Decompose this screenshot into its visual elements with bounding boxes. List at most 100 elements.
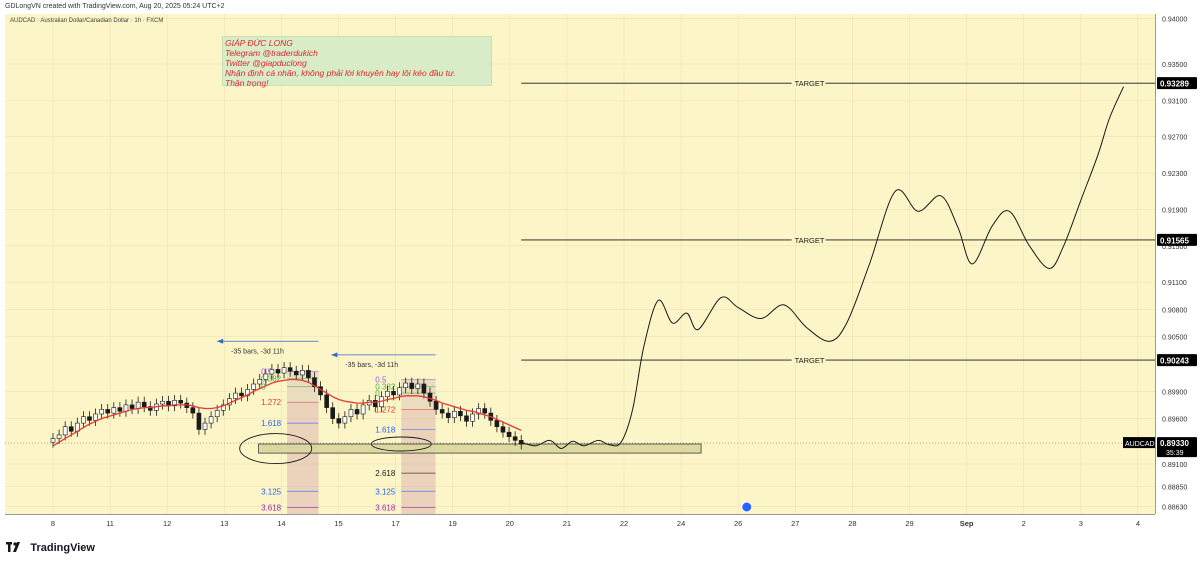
- candle-body-47: [336, 418, 342, 424]
- date-tick-18: 3: [1079, 519, 1083, 528]
- date-tick-4: 14: [277, 519, 285, 528]
- candle-body-35: [263, 373, 269, 380]
- candle-body-70: [476, 408, 481, 415]
- price-axis[interactable]: 0.94000 0.93500 0.93100 0.92700 0.92300 0.919…: [1155, 14, 1200, 514]
- candle-body-67: [458, 410, 463, 417]
- date-tick-16: Sep: [960, 519, 974, 528]
- candle-body-74: [500, 426, 506, 433]
- candle-body-58: [403, 382, 408, 388]
- price-label-bg-2: [1157, 233, 1197, 246]
- candle-body-30: [233, 392, 238, 399]
- fib-level-label-1-7: 3.618: [261, 504, 282, 513]
- price-tick-3: 0.92700: [1162, 135, 1187, 142]
- candle-body-75: [506, 431, 512, 438]
- date-tick-19: 4: [1136, 519, 1140, 528]
- note-line-caution: Thận trọng!: [225, 78, 269, 88]
- candle-body-31: [239, 392, 244, 397]
- candle-body-23: [190, 407, 196, 414]
- price-tick-14: 0.88630: [1162, 505, 1187, 512]
- target-label-bg-2: [791, 234, 826, 245]
- date-tick-7: 19: [449, 519, 457, 528]
- projection-path[interactable]: [521, 86, 1125, 449]
- target-label-bg-3: [791, 355, 826, 366]
- date-tick-13: 27: [791, 519, 799, 528]
- time-axis[interactable]: 8 11 12 13 14 15 17 19 20 21 22 24 26 27 28 29 Sep 2 3 4: [5, 514, 1155, 531]
- demand-zone-box[interactable]: [258, 443, 702, 454]
- price-tick-1: 0.93500: [1162, 62, 1187, 69]
- price-label-1: 0.93289: [1160, 80, 1189, 89]
- created-by-text: GDLongVN created with TradingView.com, A…: [5, 3, 225, 10]
- candle-body-15: [141, 401, 147, 408]
- date-tick-8: 20: [506, 519, 514, 528]
- fib-arrow-head-1: [217, 338, 224, 344]
- candle-body-36: [269, 369, 275, 375]
- candle-body-33: [251, 383, 256, 390]
- candle-body-55: [385, 390, 390, 398]
- candle-body-73: [494, 420, 500, 428]
- date-tick-14: 28: [848, 519, 856, 528]
- price-tick-5: 0.91900: [1162, 207, 1187, 214]
- price-axis-labels: 0.94000 0.93500 0.93100 0.92700 0.92300 0.919…: [1157, 17, 1197, 512]
- candle-body-46: [330, 407, 336, 419]
- fib-level-label-2-2: 0: [375, 389, 380, 398]
- note-line-disclaimer: Nhận định cá nhân, không phải lời khuyên…: [225, 68, 456, 78]
- price-tick-6: 0.91500: [1162, 244, 1187, 251]
- candle-body-24: [196, 412, 202, 430]
- fib-level-label-2-4: 1.618: [375, 425, 396, 434]
- candle-body-57: [397, 387, 402, 396]
- highlight-ellipse-1[interactable]: [239, 433, 313, 464]
- economic-event-icon[interactable]: [741, 501, 753, 513]
- candle-body-59: [409, 382, 415, 389]
- fib-caption-1: -35 bars, -3d 11h: [231, 348, 284, 355]
- fib-level-label-1-4: 1.618: [261, 419, 282, 428]
- candle-body-38: [281, 367, 287, 374]
- note-line-author: GIÁP ĐỨC LONG: [225, 38, 293, 48]
- candle-body-32: [245, 389, 250, 397]
- candle-body-28: [220, 404, 226, 411]
- candle-body-66: [452, 410, 457, 418]
- price-label-bg-1: [1157, 77, 1197, 90]
- current-price-badge: [1157, 437, 1197, 458]
- candle-body-7: [93, 413, 98, 421]
- fib-arrow-head-2: [331, 352, 338, 358]
- brand-text: TradingView: [30, 542, 95, 554]
- candle-body-18: [160, 400, 165, 405]
- candle-body-43: [312, 377, 317, 388]
- candle-body-65: [445, 412, 451, 418]
- candle-body-64: [439, 409, 445, 414]
- time-axis-labels: 8 11 12 13 14 15 17 19 20 21 22 24 26 27 28 29 Sep 2 3 4: [51, 519, 1140, 528]
- candle-body-16: [147, 406, 153, 411]
- candle-body-0: [50, 438, 56, 443]
- candle-body-9: [105, 409, 111, 414]
- candle-body-40: [293, 370, 299, 376]
- tradingview-logo-icon: [6, 540, 26, 554]
- candle-body-68: [464, 415, 469, 422]
- price-tick-4: 0.92300: [1162, 171, 1187, 178]
- target-label-2: TARGET: [795, 236, 825, 245]
- price-tick-7: 0.91100: [1162, 280, 1187, 287]
- price-tick-12: 0.89100: [1162, 462, 1187, 469]
- price-tick-0: 0.94000: [1162, 17, 1187, 24]
- fib-level-label-2-6: 3.125: [375, 487, 396, 496]
- price-tick-11: 0.89600: [1162, 417, 1187, 424]
- fib-level-label-2-0: 0.5: [375, 375, 387, 384]
- current-symbol-tag-bg: [1123, 437, 1155, 449]
- candle-body-69: [470, 413, 475, 422]
- fib-level-label-2-7: 3.618: [375, 504, 396, 513]
- price-tick-13: 0.88850: [1162, 485, 1187, 492]
- candle-body-2: [62, 426, 68, 436]
- date-tick-6: 17: [391, 519, 399, 528]
- candle-body-48: [342, 416, 348, 424]
- candle-body-8: [99, 409, 104, 415]
- fib-level-label-2-1: 0.382: [375, 383, 396, 392]
- candle-body-10: [111, 407, 117, 414]
- tradingview-brand: TradingView: [6, 540, 95, 554]
- candle-body-21: [178, 400, 183, 404]
- date-tick-5: 15: [334, 519, 342, 528]
- candle-body-1: [56, 434, 62, 439]
- moving-average-line: [52, 378, 522, 447]
- highlight-ellipse-2[interactable]: [370, 436, 432, 452]
- candle-body-39: [287, 367, 293, 372]
